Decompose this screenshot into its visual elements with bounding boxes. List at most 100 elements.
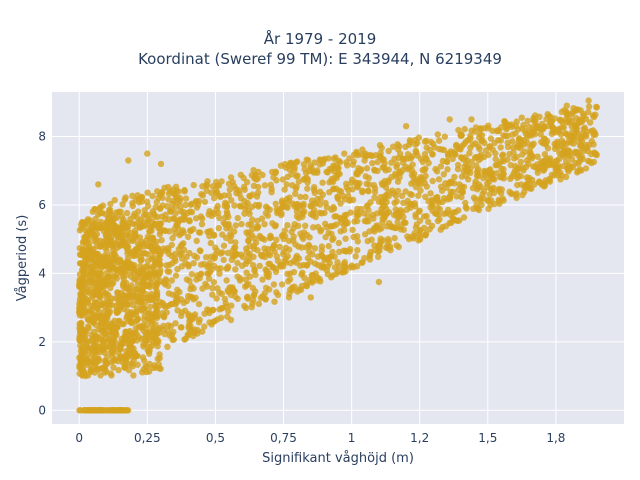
- data-point: [321, 263, 328, 271]
- data-point: [149, 263, 156, 270]
- data-point: [149, 322, 156, 330]
- data-point: [303, 156, 310, 163]
- data-point: [408, 180, 415, 187]
- data-point: [137, 274, 144, 281]
- data-point: [140, 240, 148, 247]
- data-point: [354, 217, 361, 225]
- data-point: [199, 215, 206, 222]
- x-tick-label: 1,8: [546, 431, 565, 445]
- data-point: [152, 280, 160, 287]
- data-point: [93, 231, 101, 238]
- data-point: [504, 143, 512, 151]
- data-point: [271, 248, 278, 255]
- data-point: [417, 187, 424, 194]
- data-point: [304, 176, 311, 183]
- data-point: [167, 208, 175, 215]
- data-point: [140, 249, 147, 257]
- data-point: [427, 138, 435, 146]
- data-point: [473, 204, 481, 212]
- data-point: [177, 203, 184, 210]
- data-point: [363, 218, 370, 225]
- data-point: [91, 205, 99, 213]
- data-point: [105, 242, 112, 249]
- data-point: [97, 365, 105, 372]
- data-point: [294, 172, 301, 179]
- data-point: [172, 301, 179, 308]
- data-point: [231, 244, 238, 251]
- data-point: [353, 171, 360, 178]
- data-point: [171, 255, 178, 262]
- data-point: [162, 211, 169, 218]
- data-point: [518, 137, 525, 145]
- data-point: [327, 223, 334, 230]
- data-point: [535, 164, 542, 171]
- data-point: [431, 210, 439, 217]
- data-point: [155, 221, 163, 228]
- data-point: [534, 169, 541, 176]
- data-point: [568, 111, 575, 118]
- data-point: [525, 131, 532, 139]
- data-point: [441, 195, 448, 202]
- data-point: [517, 158, 524, 166]
- data-point: [250, 297, 257, 304]
- data-point: [190, 225, 197, 233]
- data-point: [291, 221, 298, 228]
- data-point: [159, 202, 166, 209]
- data-point: [225, 307, 232, 315]
- data-point: [114, 308, 122, 316]
- data-point: [300, 200, 307, 208]
- y-tick-label: 8: [38, 129, 46, 143]
- data-point: [295, 203, 303, 210]
- data-point: [348, 262, 356, 269]
- data-point: [162, 227, 169, 235]
- data-point: [102, 369, 109, 376]
- data-point: [208, 266, 215, 273]
- data-point: [188, 283, 195, 290]
- data-point: [487, 135, 495, 142]
- data-point: [442, 223, 450, 230]
- data-point: [565, 161, 573, 169]
- data-point: [209, 284, 216, 292]
- data-point: [81, 282, 89, 289]
- data-point: [132, 353, 139, 360]
- data-point: [195, 300, 203, 308]
- data-point: [429, 177, 436, 185]
- data-point: [153, 305, 160, 312]
- data-point: [299, 269, 306, 276]
- data-point: [244, 199, 251, 207]
- data-point: [177, 243, 184, 250]
- data-point: [196, 229, 204, 236]
- data-point: [579, 145, 586, 152]
- data-point: [273, 289, 280, 296]
- data-point: [437, 163, 445, 170]
- data-point: [573, 127, 580, 134]
- data-point: [460, 214, 468, 221]
- data-point: [174, 199, 181, 206]
- data-point: [220, 256, 227, 264]
- data-point: [76, 244, 83, 252]
- data-point: [205, 275, 213, 282]
- data-point: [473, 168, 481, 175]
- data-point: [143, 368, 150, 376]
- data-point: [122, 407, 129, 414]
- data-point: [227, 316, 235, 324]
- data-point: [497, 137, 504, 144]
- data-point: [512, 162, 519, 170]
- data-point: [295, 286, 303, 293]
- data-point: [484, 180, 491, 187]
- data-point: [286, 276, 294, 283]
- data-point: [246, 210, 253, 217]
- data-point: [82, 358, 90, 365]
- data-point: [309, 278, 316, 285]
- data-point: [116, 266, 123, 273]
- data-point: [186, 328, 194, 335]
- x-tick-label: 1,5: [478, 431, 497, 445]
- data-point: [188, 271, 195, 278]
- data-point: [273, 236, 280, 243]
- data-point: [165, 190, 173, 197]
- data-point: [76, 305, 83, 312]
- data-point: [481, 139, 488, 147]
- data-point: [467, 135, 474, 142]
- data-point: [78, 225, 85, 232]
- data-point: [453, 141, 460, 149]
